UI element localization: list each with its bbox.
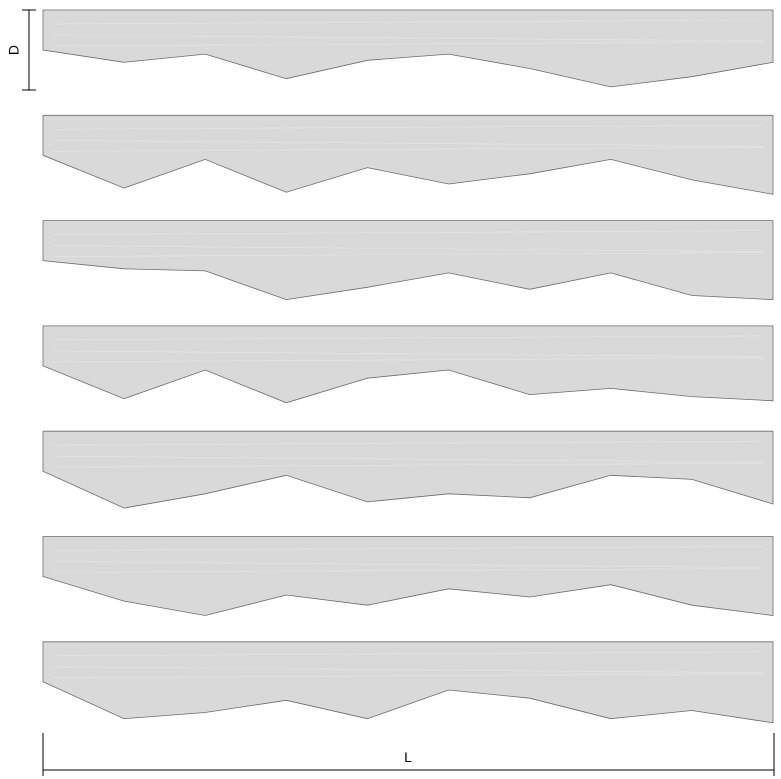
strip-texture-line xyxy=(52,230,764,235)
strip-texture-line xyxy=(52,546,764,551)
strip-texture-line xyxy=(52,357,764,363)
strip-texture-line xyxy=(52,455,764,463)
length-label: L xyxy=(404,749,412,765)
depth-dimension: D xyxy=(6,9,36,91)
profile-strip-2 xyxy=(42,114,774,195)
profile-strip-1 xyxy=(42,9,774,88)
strip-texture-line xyxy=(52,147,764,152)
depth-label: D xyxy=(6,45,22,55)
profile-strip-7 xyxy=(42,641,774,724)
strip-texture-line xyxy=(52,561,764,568)
profile-strip-6 xyxy=(42,536,774,616)
profile-strip-4 xyxy=(42,325,774,404)
strip-texture-line xyxy=(52,41,764,47)
strip-texture-line xyxy=(52,140,764,147)
profile-strip-3 xyxy=(42,220,774,301)
strip-texture-line xyxy=(52,350,764,358)
strip-texture-line xyxy=(52,19,764,25)
strip-texture-line xyxy=(52,673,764,679)
strip-texture-line xyxy=(52,666,764,674)
strip-texture-line xyxy=(52,125,764,130)
strip-texture-line xyxy=(52,252,764,257)
strip-texture-line xyxy=(52,335,764,341)
strip-texture-line xyxy=(52,462,764,468)
strip-texture-line xyxy=(52,651,764,657)
length-dimension: L xyxy=(42,733,775,776)
profile-strip-5 xyxy=(42,430,774,509)
strip-texture-line xyxy=(52,568,764,573)
strips-layer xyxy=(42,9,774,724)
strip-texture-line xyxy=(52,34,764,42)
strip-texture-line xyxy=(52,440,764,446)
strip-texture-line xyxy=(52,245,764,252)
